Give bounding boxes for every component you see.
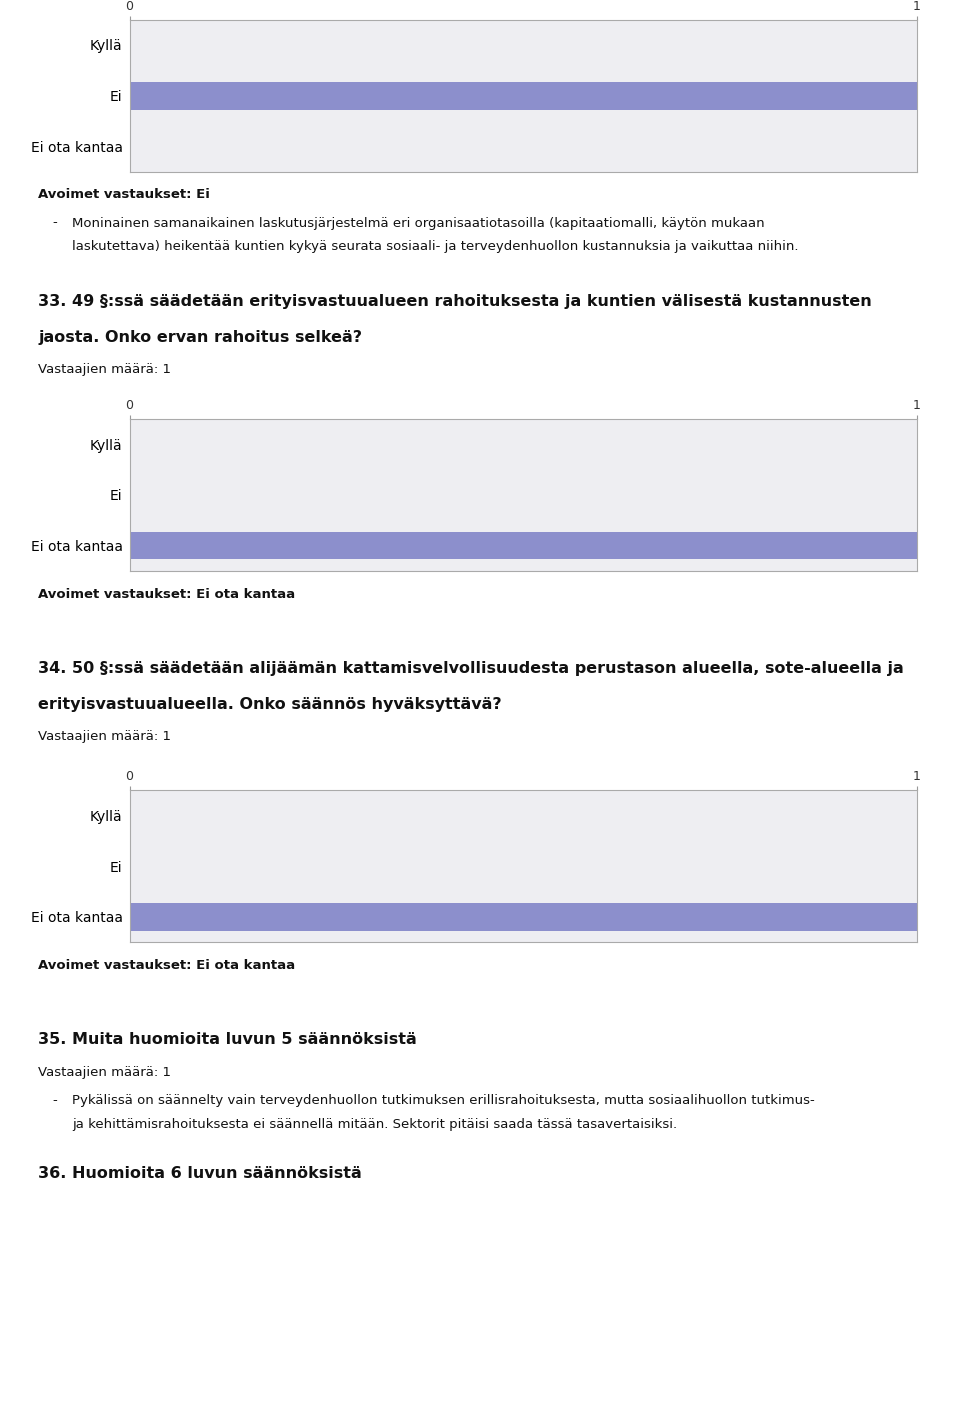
- Text: 35. Muita huomioita luvun 5 säännöksistä: 35. Muita huomioita luvun 5 säännöksistä: [38, 1032, 418, 1047]
- Bar: [130, 531, 917, 560]
- Text: erityisvastuualueella. Onko säännös hyväksyttävä?: erityisvastuualueella. Onko säännös hyvä…: [38, 697, 502, 713]
- Text: 33. 49 §:ssä säädetään erityisvastuualueen rahoituksesta ja kuntien välisestä ku: 33. 49 §:ssä säädetään erityisvastuualue…: [38, 294, 872, 309]
- Text: Avoimet vastaukset: Ei ota kantaa: Avoimet vastaukset: Ei ota kantaa: [38, 588, 296, 600]
- Text: -: -: [53, 217, 58, 229]
- Text: Avoimet vastaukset: Ei: Avoimet vastaukset: Ei: [38, 188, 210, 201]
- Text: 34. 50 §:ssä säädetään alijäämän kattamisvelvollisuudesta perustason alueella, s: 34. 50 §:ssä säädetään alijäämän kattami…: [38, 661, 904, 676]
- Text: jaosta. Onko ervan rahoitus selkeä?: jaosta. Onko ervan rahoitus selkeä?: [38, 330, 362, 346]
- Bar: [130, 903, 917, 931]
- Text: Vastaajien määrä: 1: Vastaajien määrä: 1: [38, 730, 172, 742]
- Text: Vastaajien määrä: 1: Vastaajien määrä: 1: [38, 1066, 172, 1078]
- Text: 36. Huomioita 6 luvun säännöksistä: 36. Huomioita 6 luvun säännöksistä: [38, 1166, 362, 1181]
- Text: Pykälissä on säännelty vain terveydenhuollon tutkimuksen erillisrahoituksesta, m: Pykälissä on säännelty vain terveydenhuo…: [72, 1094, 815, 1107]
- Text: laskutettava) heikentää kuntien kykyä seurata sosiaali- ja terveydenhuollon kust: laskutettava) heikentää kuntien kykyä se…: [72, 240, 799, 253]
- Bar: [130, 82, 917, 110]
- Text: Moninainen samanaikainen laskutusjärjestelmä eri organisaatiotasoilla (kapitaati: Moninainen samanaikainen laskutusjärjest…: [72, 217, 764, 229]
- Text: Avoimet vastaukset: Ei ota kantaa: Avoimet vastaukset: Ei ota kantaa: [38, 959, 296, 972]
- Text: ja kehittämisrahoituksesta ei säännellä mitään. Sektorit pitäisi saada tässä tas: ja kehittämisrahoituksesta ei säännellä …: [72, 1118, 677, 1130]
- Text: -: -: [53, 1094, 58, 1107]
- Text: Vastaajien määrä: 1: Vastaajien määrä: 1: [38, 363, 172, 375]
